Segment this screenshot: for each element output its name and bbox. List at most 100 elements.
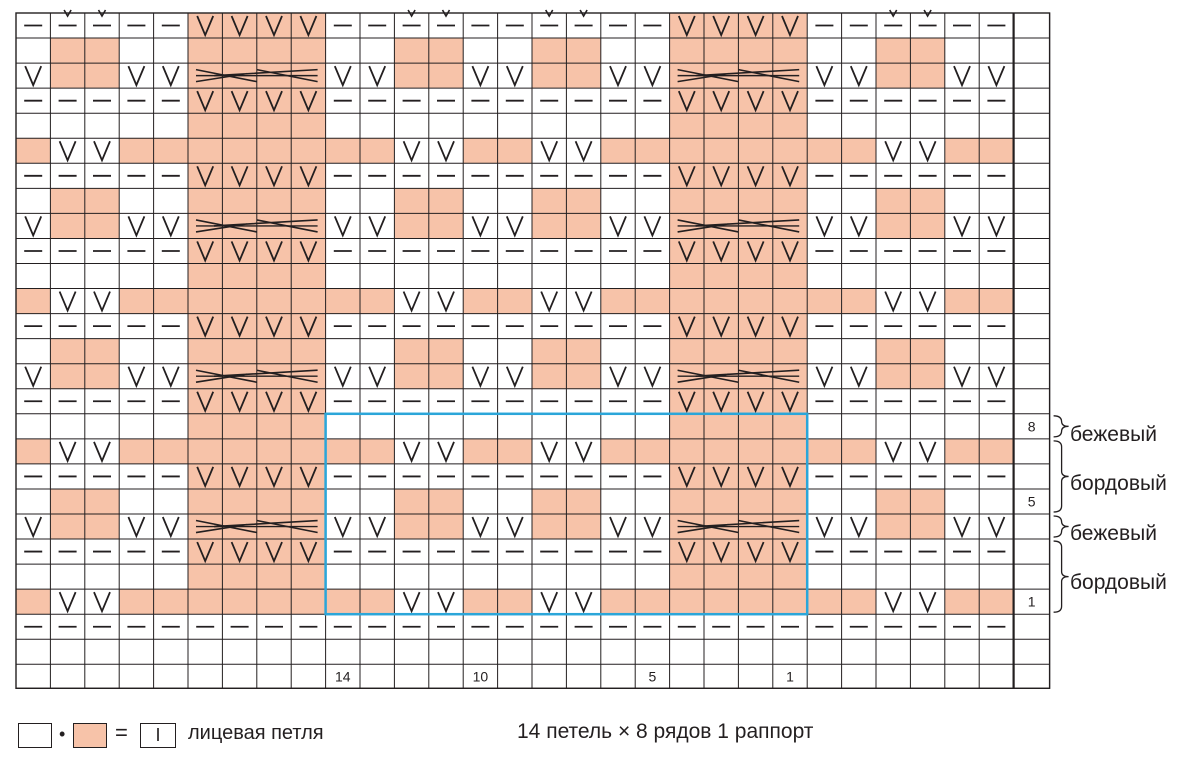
chart-frame: [15, 12, 1051, 689]
stitch-number: 14: [335, 668, 351, 684]
stitch-cell: [600, 288, 636, 314]
stitch-cell: [153, 589, 188, 615]
slip-stitch-v: [161, 366, 180, 389]
stitch-cell: [600, 338, 636, 364]
stitch-cell: [360, 488, 395, 514]
stitch-cell: [497, 138, 532, 164]
color-brace: [1053, 440, 1069, 513]
slip-stitch-v: [161, 516, 180, 539]
stitch-cell: [256, 564, 292, 590]
stitch-cell: [256, 413, 292, 439]
slip-stitch-v: [712, 15, 731, 38]
slip-stitch-v: [849, 65, 868, 88]
stitch-cell: [876, 564, 911, 590]
stitch-cell: [428, 639, 464, 665]
stitch-cell: [979, 138, 1014, 164]
stitch-cell: [16, 263, 51, 289]
stitch-cell: [600, 589, 636, 615]
stitch-cell: [463, 413, 498, 439]
stitch-cell: [979, 263, 1014, 289]
stitch-cell: [50, 263, 85, 289]
stitch-cell: [84, 514, 120, 540]
repeat-box: [324, 412, 809, 616]
stitch-cell: [910, 263, 945, 289]
stitch-cell: [325, 413, 360, 439]
stitch-cell: [807, 113, 842, 139]
stitch-cell: [738, 263, 773, 289]
stitch-cell: [807, 639, 842, 665]
slip-stitch-v: [230, 241, 249, 263]
stitch-cell: [841, 564, 876, 590]
slip-tick: [97, 9, 107, 18]
slip-stitch-v: [230, 466, 249, 489]
stitch-cell: [84, 113, 120, 139]
slip-stitch-v: [196, 391, 215, 414]
slip-stitch-v: [368, 366, 387, 389]
slip-stitch-v: [93, 591, 111, 614]
slip-stitch-v: [540, 591, 559, 614]
stitch-cell: [876, 38, 911, 64]
stitch-cell: [807, 263, 842, 289]
stitch-cell: [50, 514, 85, 540]
stitch-cell: [497, 564, 532, 590]
slip-stitch-v: [849, 366, 868, 389]
stitch-cell: [222, 338, 257, 364]
slip-stitch-v: [505, 516, 524, 539]
stitch-cell: [291, 38, 326, 64]
stitch-cell: [84, 63, 120, 89]
color-label-rows-5-7: бордовый: [1070, 472, 1167, 495]
stitch-cell: [704, 188, 739, 214]
stitch-cell: [428, 213, 464, 239]
stitch-cell: [50, 63, 85, 89]
stitch-cell: [807, 38, 842, 64]
slip-stitch-v: [849, 516, 868, 539]
stitch-cell: [944, 413, 980, 439]
color-brace: [1053, 515, 1069, 538]
slip-stitch-v: [230, 15, 249, 38]
stitch-cell: [428, 263, 464, 289]
stitch-cell: [188, 338, 223, 364]
stitch-cell: [360, 589, 395, 615]
slip-stitch-v: [815, 516, 834, 539]
slip-stitch-v: [265, 541, 283, 564]
stitch-cell: [979, 338, 1014, 364]
slip-stitch-v: [58, 591, 77, 614]
stitch-cell: [566, 564, 601, 590]
stitch-cell: [600, 488, 636, 514]
stitch-cell: [669, 639, 704, 665]
stitch-cell: [84, 188, 120, 214]
stitch-cell: [669, 488, 704, 514]
slip-stitch-v: [333, 516, 352, 539]
stitch-cell: [532, 113, 567, 139]
slip-stitch-v: [746, 90, 765, 113]
stitch-cell: [325, 38, 360, 64]
stitch-cell: [16, 639, 51, 665]
stitch-cell: [84, 213, 120, 239]
slip-stitch-v: [505, 366, 524, 389]
slip-stitch-v: [953, 65, 971, 88]
stitch-cell: [325, 188, 360, 214]
stitch-cell: [566, 263, 601, 289]
stitch-cell: [944, 639, 980, 665]
stitch-cell: [532, 363, 567, 389]
stitch-cell: [772, 288, 808, 314]
stitch-cell: [119, 639, 154, 665]
stitch-cell: [876, 263, 911, 289]
stitch-cell: [738, 488, 773, 514]
stitch-cell: [463, 113, 498, 139]
slip-stitch-v: [643, 516, 662, 539]
stitch-cell: [979, 113, 1014, 139]
stitch-cell: [704, 288, 739, 314]
stitch-cell: [256, 138, 292, 164]
stitch-cell: [566, 514, 601, 540]
stitch-number: 10: [473, 668, 489, 684]
repeat-note: 14 петель × 8 рядов 1 раппорт: [517, 720, 814, 743]
stitch-cell: [360, 188, 395, 214]
stitch-cell: [876, 113, 911, 139]
slip-stitch-v: [127, 216, 146, 238]
slip-stitch-v: [471, 366, 490, 389]
slip-stitch-v: [815, 366, 834, 389]
slip-stitch-v: [781, 165, 799, 188]
stitch-cell: [944, 564, 980, 590]
slip-stitch-v: [643, 366, 662, 389]
